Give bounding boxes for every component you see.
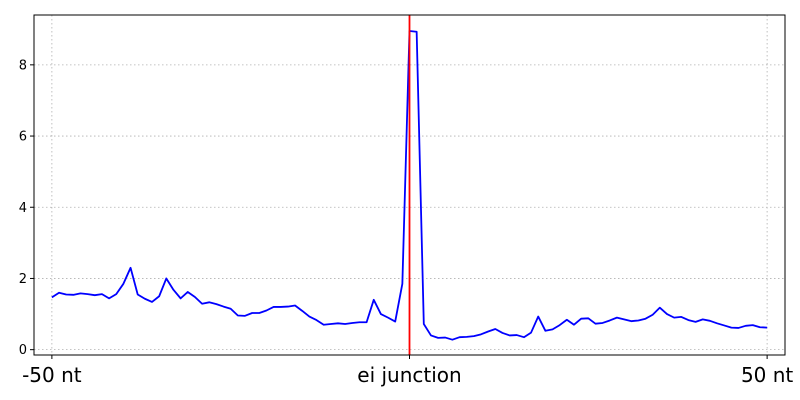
x-tick-label: 50 nt <box>741 363 793 387</box>
y-tick-label: 6 <box>19 130 27 145</box>
y-tick-label: 4 <box>19 201 27 216</box>
y-tick-label: 0 <box>19 343 27 358</box>
x-tick-label: -50 nt <box>22 363 82 387</box>
y-axis-ticks: 0 2 4 6 8 <box>19 58 34 358</box>
x-axis-ticks: -50 nt ei junction 50 nt <box>22 355 793 387</box>
y-tick-label: 8 <box>19 58 27 73</box>
y-tick-label: 2 <box>19 272 27 287</box>
x-tick-label: ei junction <box>357 363 461 387</box>
